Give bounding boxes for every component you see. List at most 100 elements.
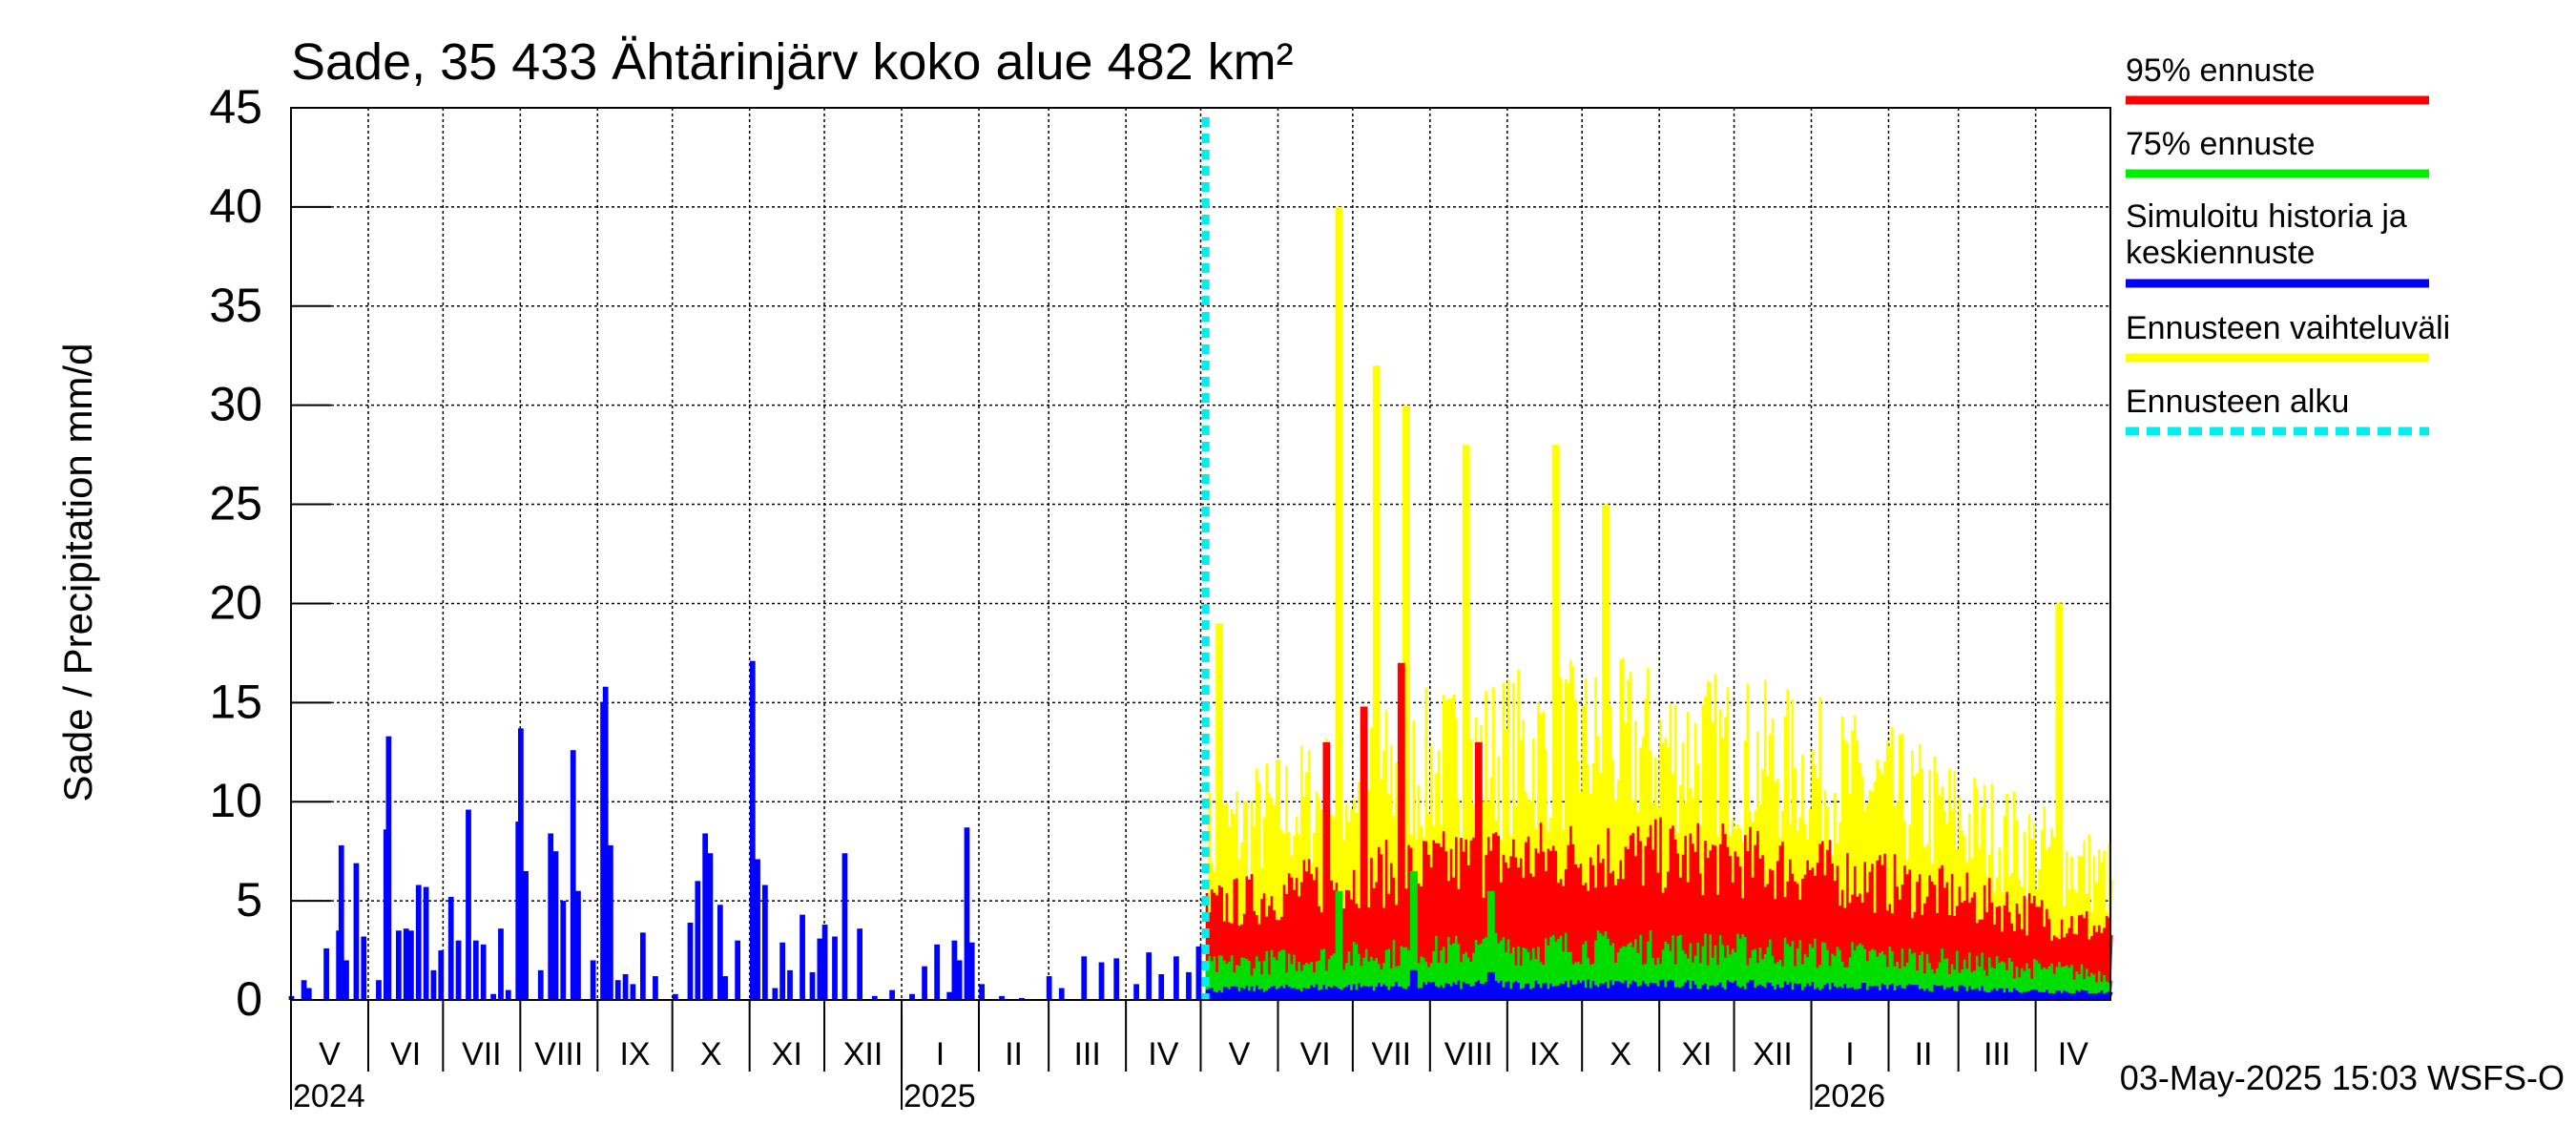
history-bar <box>909 993 915 1000</box>
history-bar <box>772 988 779 1000</box>
forecast-bands <box>1205 206 2113 1000</box>
x-month-label: XII <box>1753 1036 1793 1072</box>
history-bar <box>415 885 422 1000</box>
history-bar <box>385 736 392 1000</box>
history-bar <box>361 936 367 1000</box>
history-bar <box>761 885 768 1000</box>
history-bar <box>1146 952 1153 1000</box>
history-bar <box>857 928 863 1000</box>
history-bar <box>722 976 728 1000</box>
y-tick-label: 45 <box>209 80 262 134</box>
x-month-label: V <box>1229 1036 1251 1072</box>
x-axis: V VI VII VIII IX X XI XII I II III IV V VI VII VIII IX X X… <box>290 1000 2088 1114</box>
history-bar <box>707 853 714 1000</box>
history-bar <box>695 881 701 1000</box>
history-bar <box>934 944 940 1000</box>
legend-label: Ennusteen alku <box>2126 384 2349 420</box>
history-bar <box>800 914 805 1000</box>
history-bar <box>408 930 414 1000</box>
x-month-label: III <box>1073 1036 1100 1072</box>
y-tick-label: 20 <box>209 575 262 629</box>
legend: 95% ennuste 75% ennuste Simuloitu historia… <box>2126 52 2450 436</box>
y-axis-ticks: 0 5 10 15 20 25 30 35 40 45 <box>209 80 331 1026</box>
history-bar <box>323 947 329 1000</box>
history-bars <box>288 660 1202 1000</box>
history-bar <box>755 859 760 1000</box>
history-bar <box>537 969 544 1000</box>
history-bar <box>735 940 741 1000</box>
footer-timestamp: 03-May-2025 15:03 WSFS-O <box>2120 1058 2565 1097</box>
history-bar <box>968 942 975 1000</box>
history-bar <box>403 928 409 1000</box>
history-bar <box>305 988 312 1000</box>
forecast-band-3 <box>1205 870 2113 1000</box>
x-year-label: 2025 <box>904 1078 976 1114</box>
forecast-band-2 <box>1205 662 2113 1000</box>
history-bar <box>889 989 895 1000</box>
history-bar <box>1081 956 1088 1000</box>
history-bar <box>517 728 524 1000</box>
x-month-label: V <box>319 1036 341 1072</box>
x-month-label: VIII <box>1444 1036 1493 1072</box>
history-bar <box>1133 984 1139 1000</box>
history-bar <box>817 938 823 1000</box>
history-bar <box>353 863 360 1000</box>
history-bar <box>702 833 709 1000</box>
x-month-label: I <box>936 1036 945 1072</box>
history-bar <box>438 950 445 1000</box>
history-bar <box>946 991 953 1000</box>
x-month-label: XI <box>772 1036 802 1072</box>
history-bar <box>672 993 678 1000</box>
legend-label: 95% ennuste <box>2126 52 2316 89</box>
history-bar <box>1046 976 1052 1000</box>
history-bar <box>871 995 878 1000</box>
history-bar <box>1174 956 1179 1000</box>
x-month-label: III <box>1984 1036 2010 1072</box>
history-bar <box>301 980 307 1000</box>
history-bar <box>590 960 596 1000</box>
legend-label: 75% ennuste <box>2126 126 2316 162</box>
history-bar <box>622 973 629 1000</box>
history-bar <box>964 827 970 1000</box>
history-bar <box>687 922 694 1000</box>
history-bar <box>1158 973 1165 1000</box>
history-bar <box>472 940 479 1000</box>
history-bar <box>575 890 581 1000</box>
history-bar <box>552 851 559 1000</box>
history-bar <box>423 886 429 1000</box>
x-month-label: VII <box>1372 1036 1412 1072</box>
x-month-label: XII <box>843 1036 883 1072</box>
history-bar <box>338 844 344 1000</box>
history-bar <box>809 971 816 1000</box>
history-bar <box>956 960 963 1000</box>
x-month-label: VII <box>462 1036 502 1072</box>
x-month-label: VIII <box>534 1036 583 1072</box>
history-bar <box>455 940 462 1000</box>
history-bar <box>570 750 576 1000</box>
history-bar <box>1019 997 1025 1000</box>
x-month-label: II <box>1005 1036 1023 1072</box>
history-bar <box>653 976 658 1000</box>
history-bar <box>639 932 646 1000</box>
history-bar <box>505 989 511 1000</box>
x-month-label: II <box>1915 1036 1933 1072</box>
history-bar <box>343 960 349 1000</box>
y-tick-label: 0 <box>236 972 262 1026</box>
history-bar <box>1058 988 1065 1000</box>
x-month-label: IV <box>2058 1036 2088 1072</box>
forecast-band-1 <box>1205 206 2113 1000</box>
x-month-label: VI <box>390 1036 421 1072</box>
history-bar <box>832 936 838 1000</box>
history-bar <box>1186 971 1192 1000</box>
history-bar <box>560 901 567 1000</box>
history-bar <box>1195 946 1202 1000</box>
history-bar <box>787 969 793 1000</box>
x-month-label: VI <box>1300 1036 1331 1072</box>
history-bar <box>548 833 554 1000</box>
y-tick-label: 15 <box>209 675 262 728</box>
x-month-label: I <box>1845 1036 1854 1072</box>
history-bar <box>1098 962 1105 1000</box>
y-tick-label: 35 <box>209 279 262 332</box>
legend-label: Ennusteen vaihteluväli <box>2126 310 2450 346</box>
history-bar <box>614 980 621 1000</box>
